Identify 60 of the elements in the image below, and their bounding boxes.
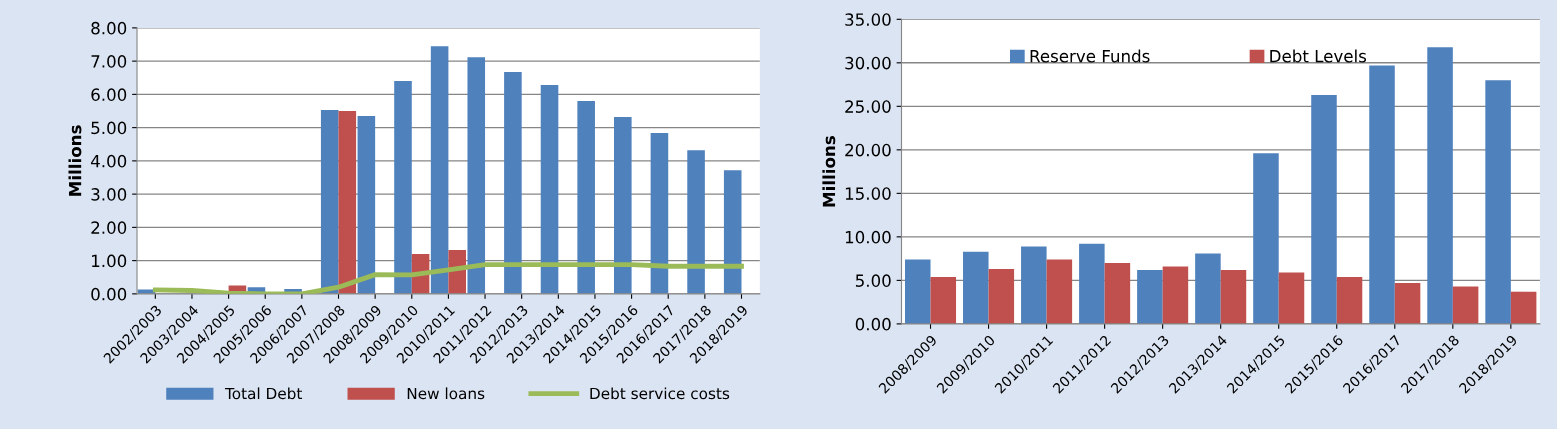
bar	[930, 276, 957, 324]
line-series	[152, 262, 744, 294]
y-tick-label: 35.00	[845, 13, 891, 26]
bar	[1427, 47, 1453, 324]
y-tick-label: 8.00	[91, 21, 127, 35]
y-tick-label: 5.00	[91, 121, 127, 135]
bar	[904, 259, 931, 324]
bar	[1510, 291, 1537, 324]
bar	[1253, 153, 1279, 324]
y-tick-label: 25.00	[845, 100, 891, 113]
y-tick-label: 10.00	[845, 230, 891, 244]
bar	[1369, 65, 1395, 324]
legend-label: Reserve Funds	[1030, 49, 1150, 63]
bar	[467, 57, 486, 294]
y-tick-label: 1.00	[92, 254, 127, 268]
y-axis-title: Millions	[68, 125, 82, 196]
legend-label: Total Debt	[224, 387, 303, 400]
y-axis-title: Millions	[822, 136, 836, 207]
bar	[504, 72, 522, 294]
y-tick-label: 0.00	[91, 287, 127, 301]
y-tick-label: 7.00	[91, 55, 127, 68]
bar	[1220, 269, 1247, 324]
bar	[430, 46, 449, 294]
bar	[357, 115, 376, 294]
bar	[1278, 272, 1305, 324]
bar	[614, 116, 632, 294]
bar	[1485, 80, 1511, 324]
bar	[320, 110, 339, 294]
bar	[394, 81, 412, 294]
bar	[988, 269, 1015, 324]
y-tick-label: 20.00	[845, 143, 891, 157]
legend-label: Debt Levels	[1270, 49, 1367, 63]
bar	[650, 132, 669, 294]
bar	[687, 150, 705, 294]
legend-label: New loans	[407, 387, 485, 400]
y-tick-label: 3.00	[91, 188, 127, 201]
bar	[1021, 246, 1047, 324]
bar	[1195, 253, 1221, 324]
bar	[963, 251, 989, 324]
bar	[1452, 286, 1479, 324]
y-tick-label: 5.00	[855, 274, 891, 287]
bar	[1162, 266, 1189, 324]
bar	[540, 85, 559, 294]
y-tick-label: 6.00	[91, 88, 127, 101]
y-tick-label: 30.00	[845, 56, 891, 70]
bar	[338, 111, 357, 294]
y-tick-label: 0.00	[855, 317, 891, 331]
y-tick-label: 4.00	[91, 154, 127, 168]
bar	[1046, 259, 1073, 324]
bar	[723, 170, 742, 294]
bar	[1311, 95, 1337, 324]
bar	[1336, 276, 1363, 324]
y-tick-label: 15.00	[845, 187, 891, 200]
bar	[577, 101, 595, 294]
legend-label: Debt service costs	[590, 387, 730, 400]
y-tick-label: 2.00	[91, 221, 127, 234]
bar	[1137, 269, 1163, 324]
bar	[1079, 243, 1105, 324]
bar	[1104, 262, 1131, 324]
bar	[1394, 282, 1421, 324]
